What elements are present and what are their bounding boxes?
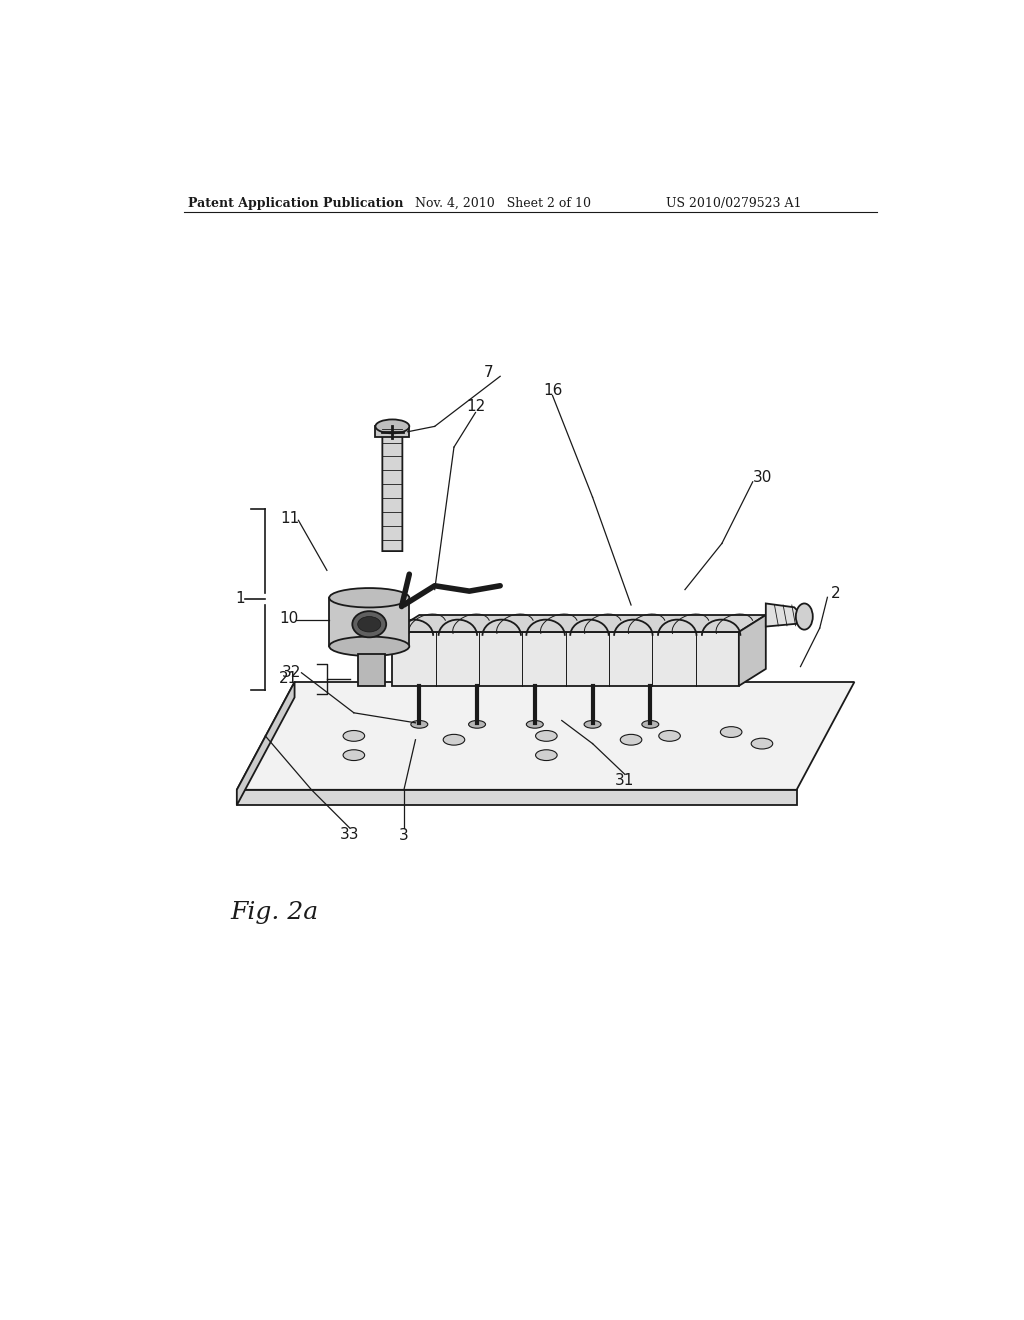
Polygon shape <box>357 653 385 686</box>
Polygon shape <box>237 789 797 805</box>
Text: 11: 11 <box>281 511 300 527</box>
Ellipse shape <box>584 721 601 729</box>
Ellipse shape <box>343 730 365 742</box>
Ellipse shape <box>411 721 428 729</box>
Ellipse shape <box>796 603 813 630</box>
Ellipse shape <box>330 636 410 656</box>
Polygon shape <box>376 426 410 437</box>
Polygon shape <box>392 615 766 632</box>
Text: 3: 3 <box>399 829 409 843</box>
Text: 33: 33 <box>340 826 359 842</box>
Polygon shape <box>739 615 766 686</box>
Ellipse shape <box>752 738 773 748</box>
Text: 21: 21 <box>280 672 298 686</box>
Ellipse shape <box>536 730 557 742</box>
Ellipse shape <box>642 721 658 729</box>
Text: Nov. 4, 2010   Sheet 2 of 10: Nov. 4, 2010 Sheet 2 of 10 <box>416 197 592 210</box>
Ellipse shape <box>357 616 381 632</box>
Ellipse shape <box>330 589 410 607</box>
Ellipse shape <box>658 730 680 742</box>
Polygon shape <box>382 420 402 552</box>
Text: 2: 2 <box>831 586 841 601</box>
Ellipse shape <box>343 750 365 760</box>
Text: Fig. 2a: Fig. 2a <box>230 902 318 924</box>
Ellipse shape <box>536 750 557 760</box>
Ellipse shape <box>352 611 386 638</box>
Text: 30: 30 <box>753 470 772 486</box>
Text: 1: 1 <box>234 591 245 606</box>
Polygon shape <box>330 598 410 647</box>
Text: 10: 10 <box>280 611 298 627</box>
Ellipse shape <box>376 420 410 433</box>
Text: Patent Application Publication: Patent Application Publication <box>188 197 403 210</box>
Text: 16: 16 <box>543 383 562 399</box>
Ellipse shape <box>621 734 642 744</box>
Text: 12: 12 <box>466 399 485 414</box>
Polygon shape <box>237 682 854 789</box>
Ellipse shape <box>469 721 485 729</box>
Text: 32: 32 <box>283 665 301 680</box>
Polygon shape <box>237 682 295 805</box>
Ellipse shape <box>443 734 465 744</box>
Ellipse shape <box>720 726 742 738</box>
Ellipse shape <box>526 721 544 729</box>
Text: 31: 31 <box>615 774 635 788</box>
Polygon shape <box>766 603 808 627</box>
Text: US 2010/0279523 A1: US 2010/0279523 A1 <box>666 197 801 210</box>
Text: 7: 7 <box>483 364 494 380</box>
Polygon shape <box>392 632 739 686</box>
